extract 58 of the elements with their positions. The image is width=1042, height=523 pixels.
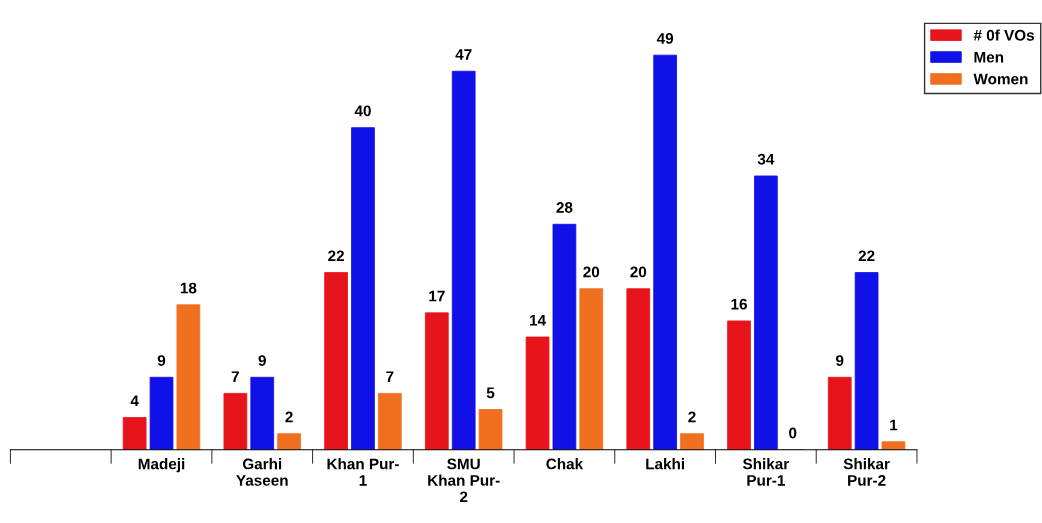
bar: [680, 433, 704, 450]
data-label: 40: [354, 105, 371, 117]
data-label: 34: [757, 153, 775, 165]
bar: [881, 441, 906, 450]
bar: [754, 175, 778, 450]
bar: [478, 409, 503, 450]
bar: [653, 54, 677, 450]
bar: [250, 376, 275, 450]
data-label: 2: [285, 411, 293, 423]
x-tick-label: SMU Khan Pur- 2: [428, 458, 500, 503]
bar: [122, 417, 147, 450]
bar: [351, 127, 375, 450]
bar: [579, 288, 604, 450]
data-label: 28: [556, 202, 573, 213]
data-label: 1: [890, 419, 898, 431]
data-label: 17: [429, 290, 445, 302]
data-label: 14: [530, 315, 546, 326]
data-label: 49: [656, 32, 674, 44]
data-label: 4: [130, 395, 139, 407]
bar: [277, 433, 301, 450]
bar: [176, 304, 201, 450]
legend-label: # 0f VOs: [973, 29, 1034, 41]
x-tick-label: Madeji: [138, 458, 185, 473]
legend-label: Women: [973, 73, 1028, 85]
bar: [424, 312, 449, 450]
data-label: 2: [688, 411, 696, 423]
x-tick-label: Shikar Pur-1: [742, 458, 789, 486]
bar: [451, 70, 476, 450]
legend-label: Men: [974, 51, 1004, 63]
bar: [377, 392, 402, 450]
bar: [827, 376, 852, 450]
bar: [525, 336, 550, 450]
bar: [324, 272, 348, 450]
data-label: 9: [258, 355, 266, 366]
bar: [223, 392, 248, 450]
data-label: 9: [836, 355, 844, 366]
data-label: 20: [630, 266, 647, 278]
bar: [854, 272, 879, 450]
bar: [727, 320, 751, 450]
x-tick-label: Chak: [546, 458, 584, 470]
data-label: 47: [455, 49, 472, 60]
x-tick-label: Khan Pur- 1: [327, 458, 399, 486]
bar: [552, 223, 577, 450]
x-tick-label: Shikar Pur-2: [843, 458, 890, 486]
data-label: 7: [231, 371, 239, 382]
data-label: 22: [328, 250, 344, 262]
bar: [149, 376, 174, 450]
data-label: 18: [180, 282, 197, 294]
data-label: 5: [486, 387, 495, 399]
data-label: 20: [583, 266, 600, 278]
data-label: 0: [789, 427, 797, 439]
x-tick-label: Lakhi: [646, 458, 685, 470]
data-label: 9: [157, 355, 166, 366]
bar: [626, 288, 651, 450]
data-label: 22: [858, 250, 875, 262]
x-tick-label: Garhi Yaseen: [236, 458, 288, 486]
data-label: 16: [731, 298, 747, 310]
data-label: 7: [386, 371, 394, 382]
